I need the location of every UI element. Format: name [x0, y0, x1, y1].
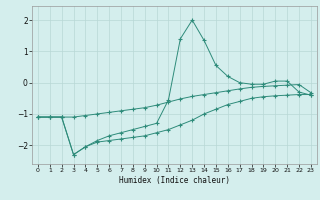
X-axis label: Humidex (Indice chaleur): Humidex (Indice chaleur) — [119, 176, 230, 185]
